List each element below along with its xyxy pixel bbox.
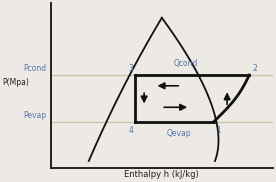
Text: Pevap: Pevap bbox=[23, 111, 47, 120]
Text: Qcond: Qcond bbox=[173, 59, 198, 68]
Text: Qevap: Qevap bbox=[167, 129, 191, 138]
Text: 1: 1 bbox=[216, 126, 221, 135]
Text: 2: 2 bbox=[253, 64, 257, 73]
Text: P(Mpa): P(Mpa) bbox=[2, 78, 29, 87]
Text: Pcond: Pcond bbox=[23, 64, 47, 73]
X-axis label: Enthalpy h (kJ/kg): Enthalpy h (kJ/kg) bbox=[124, 169, 199, 179]
Text: 4: 4 bbox=[128, 126, 133, 135]
Text: 3: 3 bbox=[128, 64, 133, 73]
